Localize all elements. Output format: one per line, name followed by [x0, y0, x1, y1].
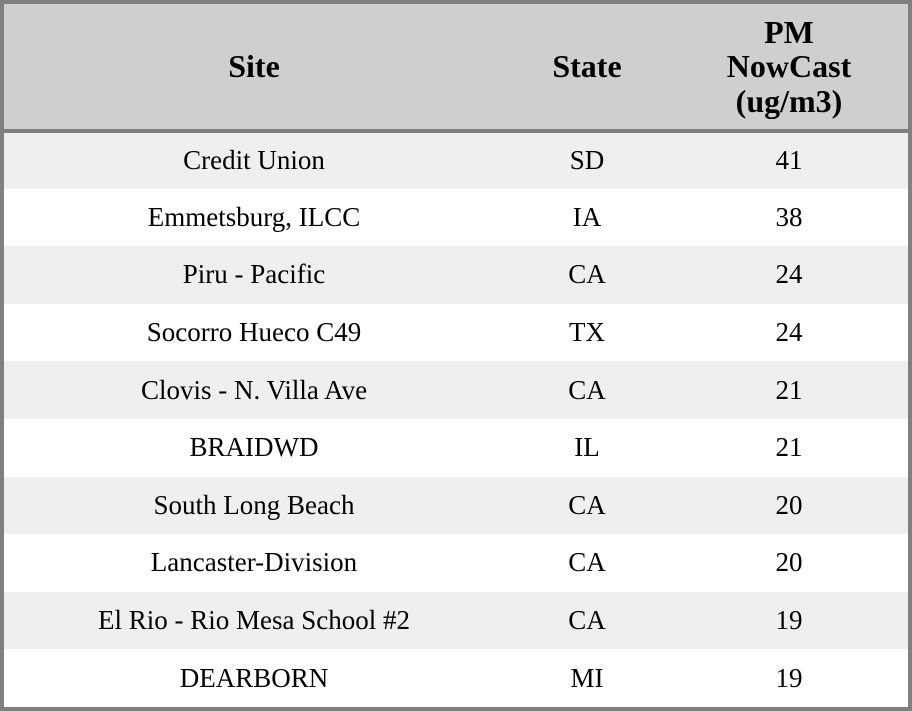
- cell-site: Piru - Pacific: [182, 259, 326, 290]
- column-header-site: Site: [4, 4, 504, 133]
- cell-value: 38: [775, 201, 803, 232]
- cell-value: 24: [775, 259, 803, 290]
- cell-state: TX: [569, 317, 605, 348]
- table-row: Lancaster-Division CA 20: [4, 534, 908, 592]
- table-header: Site State PM NowCast (ug/m3): [4, 4, 908, 133]
- cell-value: 24: [775, 317, 803, 348]
- cell-value: 19: [775, 662, 803, 693]
- table-row: DEARBORN MI 19: [4, 649, 908, 707]
- table-row: Credit Union SD 41: [4, 131, 908, 189]
- table-row: Socorro Hueco C49 TX 24: [4, 303, 908, 362]
- cell-state: SD: [569, 145, 605, 176]
- air-quality-table: Site State PM NowCast (ug/m3) Credit Uni…: [4, 4, 908, 707]
- cell-state: IA: [572, 201, 602, 232]
- cell-state: CA: [568, 374, 606, 405]
- column-header-pm-nowcast: PM NowCast (ug/m3): [670, 4, 908, 133]
- cell-state: CA: [568, 547, 606, 578]
- cell-site: Emmetsburg, ILCC: [147, 201, 361, 232]
- cell-state: MI: [570, 662, 604, 693]
- cell-site: El Rio - Rio Mesa School #2: [98, 605, 410, 636]
- table-body: Credit Union SD 41 Emmetsburg, ILCC IA 3…: [4, 131, 908, 707]
- table-row: El Rio - Rio Mesa School #2 CA 19: [4, 591, 908, 650]
- cell-value: 20: [775, 547, 803, 578]
- cell-site: Socorro Hueco C49: [146, 317, 362, 348]
- cell-site: DEARBORN: [179, 662, 329, 693]
- cell-site: Clovis - N. Villa Ave: [140, 374, 368, 405]
- header-row: Site State PM NowCast (ug/m3): [4, 4, 908, 133]
- cell-value: 19: [775, 605, 803, 636]
- table-row: BRAIDWD IL 21: [4, 418, 908, 477]
- cell-site: Credit Union: [183, 145, 325, 176]
- cell-value: 21: [775, 374, 803, 405]
- cell-state: CA: [568, 259, 606, 290]
- cell-state: IL: [574, 432, 600, 463]
- cell-site: BRAIDWD: [189, 432, 319, 463]
- cell-state: CA: [568, 605, 606, 636]
- table-row: Piru - Pacific CA 24: [4, 246, 908, 304]
- column-header-state: State: [504, 4, 670, 133]
- table-row: Emmetsburg, ILCC IA 38: [4, 188, 908, 247]
- cell-site: South Long Beach: [153, 489, 355, 520]
- cell-state: CA: [568, 489, 606, 520]
- table-row: Clovis - N. Villa Ave CA 21: [4, 361, 908, 419]
- cell-value: 21: [775, 432, 803, 463]
- cell-value: 41: [775, 145, 803, 176]
- table-row: South Long Beach CA 20: [4, 476, 908, 535]
- cell-value: 20: [775, 489, 803, 520]
- cell-site: Lancaster-Division: [150, 547, 358, 578]
